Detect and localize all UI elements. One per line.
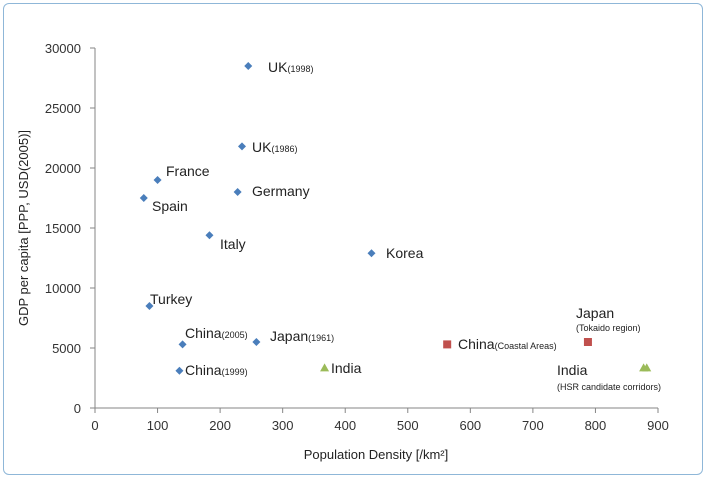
point-label-name: France	[166, 163, 210, 179]
point-label-sub: (1986)	[271, 144, 297, 154]
point-marker	[175, 366, 184, 375]
point-marker	[139, 194, 148, 202]
point-marker	[367, 249, 376, 258]
data-points	[139, 62, 652, 375]
point-label-sub: (1999)	[222, 367, 248, 377]
point-label-name: Japan	[270, 328, 308, 344]
point-label: Japan(1961)	[270, 328, 334, 344]
point-label-sub: (HSR candidate corridors)	[557, 382, 661, 392]
x-tick-label: 500	[397, 418, 419, 433]
point-label: UK(1986)	[252, 139, 297, 155]
point-label-name: India	[557, 362, 588, 378]
y-tick-label: 5000	[52, 341, 81, 356]
point-label-sub: (Coastal Areas)	[495, 341, 557, 351]
point-label-name: Italy	[220, 236, 246, 252]
ticks: 0 100 200 300 400 500 600 700 800 900 0 5000 10000 15…	[45, 41, 669, 433]
point-label-name: China	[458, 336, 495, 352]
chart-frame	[3, 3, 703, 475]
point-label-name: China	[185, 362, 222, 378]
y-tick-label: 30000	[45, 41, 81, 56]
point-label-name: UK	[268, 59, 288, 75]
point-label: India	[557, 362, 588, 378]
x-tick-label: 0	[91, 418, 98, 433]
y-tick-label: 10000	[45, 281, 81, 296]
x-tick-label: 700	[522, 418, 544, 433]
point-label: Turkey	[150, 291, 192, 307]
point-marker	[443, 340, 452, 349]
x-tick-label: 200	[209, 418, 231, 433]
x-tick-label: 100	[147, 418, 169, 433]
point-marker	[320, 363, 330, 372]
point-label: Korea	[386, 245, 424, 261]
point-label: Germany	[252, 183, 310, 199]
y-tick-label: 15000	[45, 221, 81, 236]
point-label-name: Korea	[386, 245, 424, 261]
point-label-sub: (2005)	[222, 330, 248, 340]
y-tick-label: 0	[74, 401, 81, 416]
point-label: UK(1998)	[268, 59, 313, 75]
x-tick-label: 600	[459, 418, 481, 433]
x-tick-label: 800	[585, 418, 607, 433]
point-label: Spain	[152, 198, 188, 214]
point-label-name: Spain	[152, 198, 188, 214]
point-marker	[178, 340, 187, 349]
point-marker	[244, 62, 253, 70]
point-label: China(1999)	[185, 362, 248, 378]
x-tick-label: 300	[272, 418, 294, 433]
point-label: France	[166, 163, 210, 179]
point-marker	[233, 188, 242, 196]
point-label: Japan	[576, 305, 614, 321]
point-marker	[205, 231, 214, 240]
point-marker	[642, 363, 652, 372]
y-axis-title: GDP per capita [PPP, USD(2005)]	[16, 130, 31, 326]
point-label-name: India	[331, 360, 362, 376]
point-label-name: China	[185, 325, 222, 341]
point-marker	[145, 302, 154, 310]
x-tick-label: 400	[334, 418, 356, 433]
point-label: Italy	[220, 236, 246, 252]
point-label-name: Turkey	[150, 291, 192, 307]
y-tick-label: 25000	[45, 101, 81, 116]
data-labels: UK(1998)UK(1986)FranceGermanySpainItalyK…	[150, 59, 661, 392]
point-label-name: UK	[252, 139, 272, 155]
point-label-name: Japan	[576, 305, 614, 321]
x-axis-title: Population Density [/km²]	[304, 447, 449, 462]
axes	[94, 48, 658, 409]
point-label: India	[331, 360, 362, 376]
point-label-sub: (Tokaido region)	[576, 323, 641, 333]
point-label-sub: (1961)	[308, 333, 334, 343]
y-tick-label: 20000	[45, 161, 81, 176]
point-marker	[252, 338, 261, 346]
point-label: China(2005)	[185, 325, 248, 341]
point-label: China(Coastal Areas)	[458, 336, 557, 352]
point-label-sub: (1998)	[287, 64, 313, 74]
point-marker	[583, 338, 592, 346]
x-tick-label: 900	[647, 418, 669, 433]
point-marker	[153, 176, 162, 184]
point-marker	[238, 142, 247, 151]
point-label-name: Germany	[252, 183, 310, 199]
